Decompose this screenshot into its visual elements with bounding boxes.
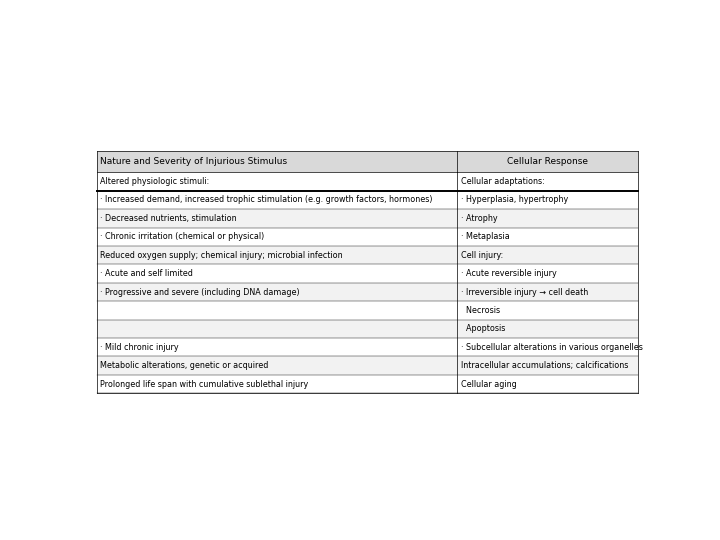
FancyBboxPatch shape <box>457 283 638 301</box>
Text: Necrosis: Necrosis <box>461 306 500 315</box>
Text: Prolonged life span with cumulative sublethal injury: Prolonged life span with cumulative subl… <box>100 380 308 389</box>
Text: Intracellular accumulations; calcifications: Intracellular accumulations; calcificati… <box>461 361 628 370</box>
FancyBboxPatch shape <box>457 356 638 375</box>
Text: · Subcellular alterations in various organelles: · Subcellular alterations in various org… <box>461 343 642 352</box>
FancyBboxPatch shape <box>96 227 457 246</box>
FancyBboxPatch shape <box>96 338 457 356</box>
FancyBboxPatch shape <box>457 227 638 246</box>
FancyBboxPatch shape <box>96 151 457 172</box>
FancyBboxPatch shape <box>96 172 457 191</box>
FancyBboxPatch shape <box>457 375 638 393</box>
FancyBboxPatch shape <box>457 151 638 172</box>
FancyBboxPatch shape <box>457 246 638 265</box>
FancyBboxPatch shape <box>457 301 638 320</box>
Text: Cellular Response: Cellular Response <box>507 157 588 166</box>
Text: · Chronic irritation (chemical or physical): · Chronic irritation (chemical or physic… <box>100 232 264 241</box>
Text: Cellular aging: Cellular aging <box>461 380 516 389</box>
FancyBboxPatch shape <box>96 265 457 283</box>
Text: · Mild chronic injury: · Mild chronic injury <box>100 343 179 352</box>
Text: · Increased demand, increased trophic stimulation (e.g. growth factors, hormones: · Increased demand, increased trophic st… <box>100 195 433 205</box>
Text: Altered physiologic stimuli:: Altered physiologic stimuli: <box>100 177 210 186</box>
Text: Cell injury:: Cell injury: <box>461 251 503 260</box>
Text: · Decreased nutrients, stimulation: · Decreased nutrients, stimulation <box>100 214 237 223</box>
FancyBboxPatch shape <box>457 209 638 227</box>
Text: Metabolic alterations, genetic or acquired: Metabolic alterations, genetic or acquir… <box>100 361 269 370</box>
Text: · Atrophy: · Atrophy <box>461 214 497 223</box>
FancyBboxPatch shape <box>96 356 457 375</box>
FancyBboxPatch shape <box>96 283 457 301</box>
Text: · Metaplasia: · Metaplasia <box>461 232 509 241</box>
FancyBboxPatch shape <box>457 172 638 191</box>
FancyBboxPatch shape <box>96 375 457 393</box>
FancyBboxPatch shape <box>457 320 638 338</box>
Text: · Irreversible injury → cell death: · Irreversible injury → cell death <box>461 287 588 296</box>
FancyBboxPatch shape <box>96 209 457 227</box>
FancyBboxPatch shape <box>96 246 457 265</box>
Text: · Hyperplasia, hypertrophy: · Hyperplasia, hypertrophy <box>461 195 568 205</box>
Text: · Progressive and severe (including DNA damage): · Progressive and severe (including DNA … <box>100 287 300 296</box>
FancyBboxPatch shape <box>96 301 457 320</box>
FancyBboxPatch shape <box>96 320 457 338</box>
Text: Cellular adaptations:: Cellular adaptations: <box>461 177 544 186</box>
FancyBboxPatch shape <box>457 191 638 209</box>
FancyBboxPatch shape <box>457 338 638 356</box>
FancyBboxPatch shape <box>96 191 457 209</box>
Text: Nature and Severity of Injurious Stimulus: Nature and Severity of Injurious Stimulu… <box>100 157 287 166</box>
FancyBboxPatch shape <box>457 265 638 283</box>
Text: · Acute and self limited: · Acute and self limited <box>100 269 193 278</box>
Text: Apoptosis: Apoptosis <box>461 325 505 333</box>
Text: · Acute reversible injury: · Acute reversible injury <box>461 269 557 278</box>
Text: Reduced oxygen supply; chemical injury; microbial infection: Reduced oxygen supply; chemical injury; … <box>100 251 343 260</box>
